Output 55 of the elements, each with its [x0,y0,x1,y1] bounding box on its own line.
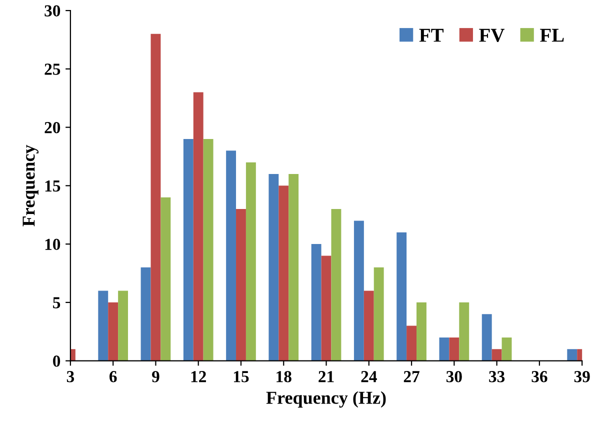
x-tick-label: 39 [574,371,590,382]
bar [364,290,374,361]
bar [311,244,322,361]
y-tick-label: 5 [53,297,60,308]
x-tick-label: 30 [446,371,462,382]
bar [439,337,450,361]
bar [321,256,332,361]
y-tick-label: 20 [44,122,60,134]
x-tick-label: 27 [404,371,420,382]
legend-label: FV [479,28,505,42]
x-tick-label: 15 [234,371,249,382]
bar [236,209,246,361]
x-axis-title: Frequency (Hz) [266,391,386,408]
x-tick-label: 9 [152,371,160,382]
x-tick-label: 24 [361,371,377,382]
bar [492,349,502,361]
x-tick-label: 18 [276,371,292,382]
x-tick-label: 21 [318,371,334,382]
bar [331,209,342,361]
bar [108,302,118,361]
x-tick-label: 6 [109,371,117,382]
legend-label: FT [419,28,444,42]
bar [374,267,384,361]
bar [288,174,299,361]
bar [98,290,108,361]
bar [183,138,194,361]
x-tick-label: 36 [532,371,548,382]
bar [268,174,279,361]
y-tick-label: 0 [53,356,60,367]
bar [416,302,426,361]
y-axis-title: Frequency [22,144,38,226]
bar [278,186,289,361]
bar [459,302,470,361]
bar [482,314,492,361]
bar [193,92,204,361]
x-tick-label: 12 [191,371,206,382]
bar [449,337,460,361]
bar [502,337,512,361]
y-tick-label: 15 [45,180,60,192]
bar [150,34,161,361]
bar [246,162,256,361]
bar [160,197,171,361]
y-tick-label: 25 [44,64,60,75]
bar [406,326,417,361]
bar [118,290,128,361]
bar [203,138,214,361]
legend-label: FL [540,28,564,42]
bar [226,150,236,361]
y-tick-label: 10 [45,238,60,250]
y-tick-label: 30 [44,5,60,16]
bar [140,267,151,361]
bar [396,232,407,361]
x-tick-label: 33 [489,371,505,382]
bar [354,220,364,361]
x-tick-label: 3 [66,371,74,382]
